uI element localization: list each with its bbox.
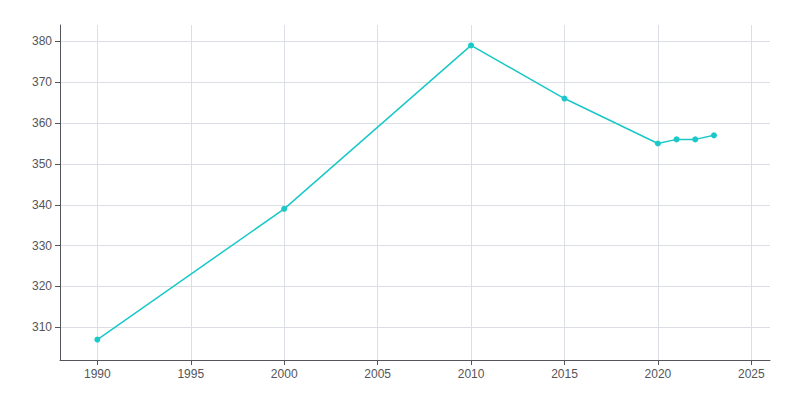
svg-text:2015: 2015 bbox=[551, 367, 578, 381]
svg-text:2005: 2005 bbox=[364, 367, 391, 381]
svg-text:2010: 2010 bbox=[458, 367, 485, 381]
svg-text:2025: 2025 bbox=[738, 367, 765, 381]
svg-text:320: 320 bbox=[32, 279, 52, 293]
svg-text:350: 350 bbox=[32, 157, 52, 171]
svg-text:1990: 1990 bbox=[84, 367, 111, 381]
svg-text:330: 330 bbox=[32, 239, 52, 253]
svg-text:380: 380 bbox=[32, 34, 52, 48]
svg-text:2020: 2020 bbox=[645, 367, 672, 381]
svg-text:360: 360 bbox=[32, 116, 52, 130]
svg-text:340: 340 bbox=[32, 198, 52, 212]
svg-text:1995: 1995 bbox=[177, 367, 204, 381]
svg-text:370: 370 bbox=[32, 75, 52, 89]
svg-text:2000: 2000 bbox=[271, 367, 298, 381]
svg-text:310: 310 bbox=[32, 320, 52, 334]
